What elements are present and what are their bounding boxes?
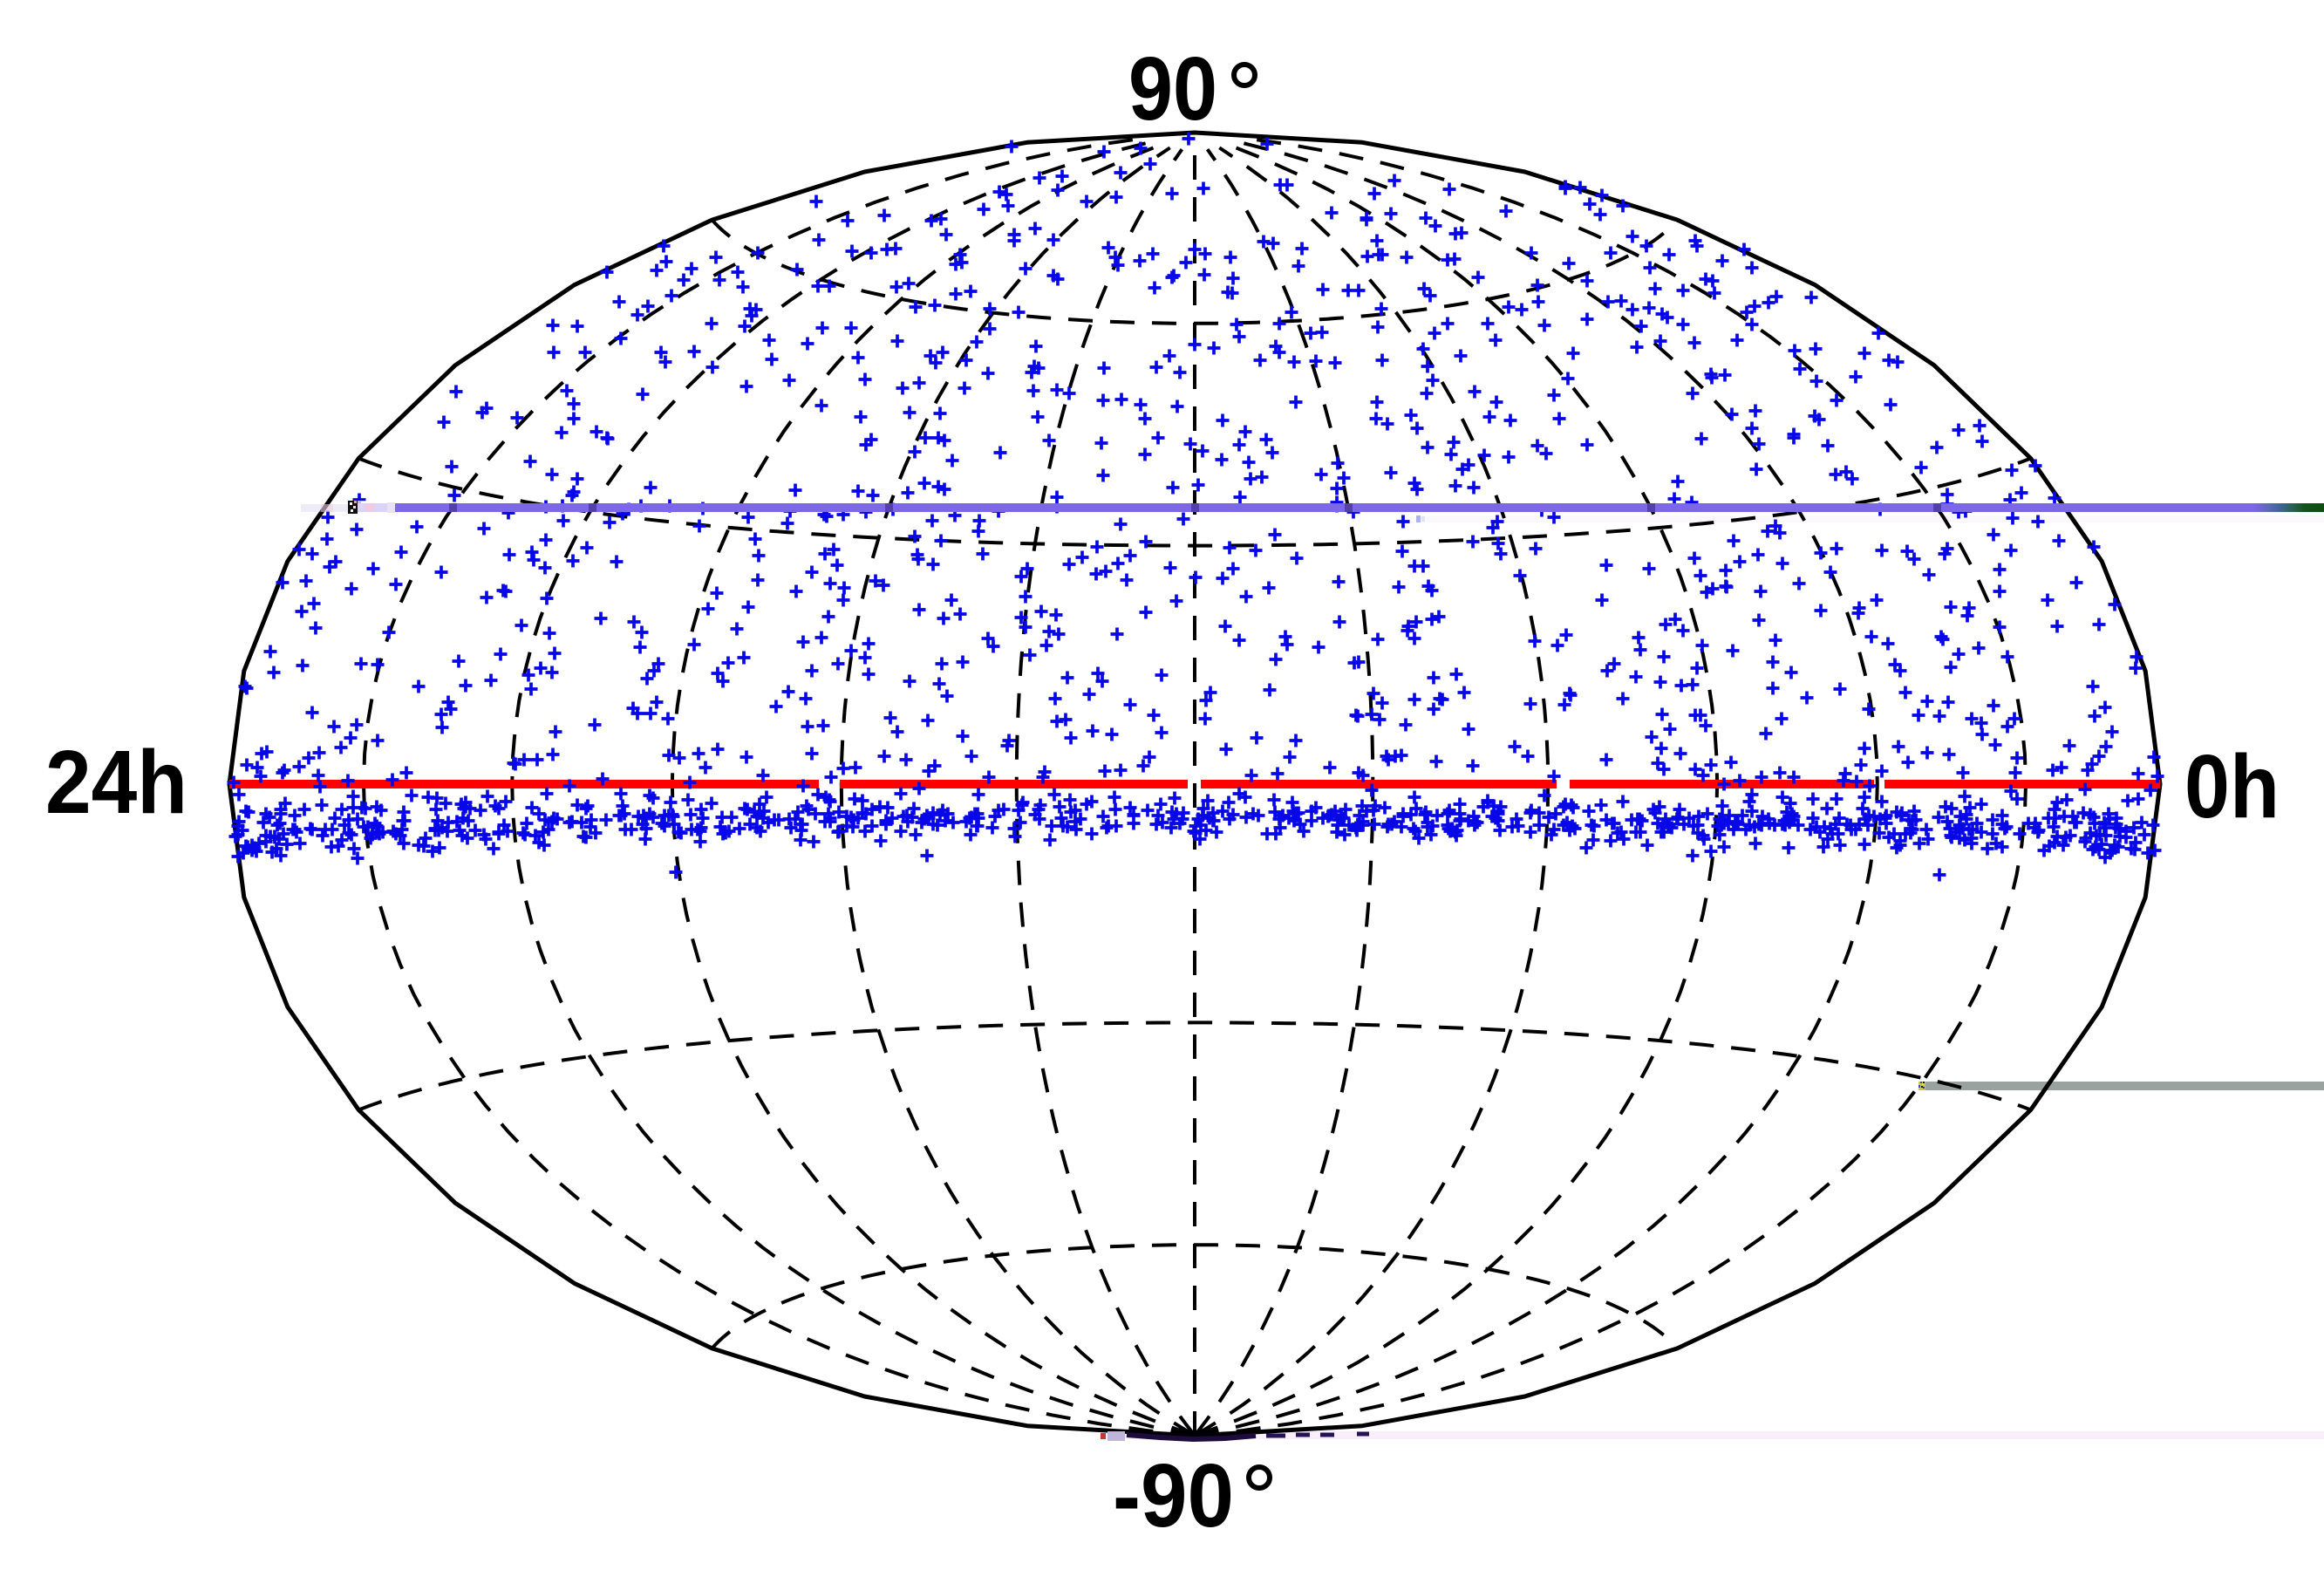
svg-text:90: 90: [1128, 38, 1217, 139]
svg-text:0h: 0h: [2184, 736, 2280, 836]
svg-text:-90: -90: [1113, 1445, 1234, 1546]
svg-text:24h: 24h: [45, 732, 187, 832]
